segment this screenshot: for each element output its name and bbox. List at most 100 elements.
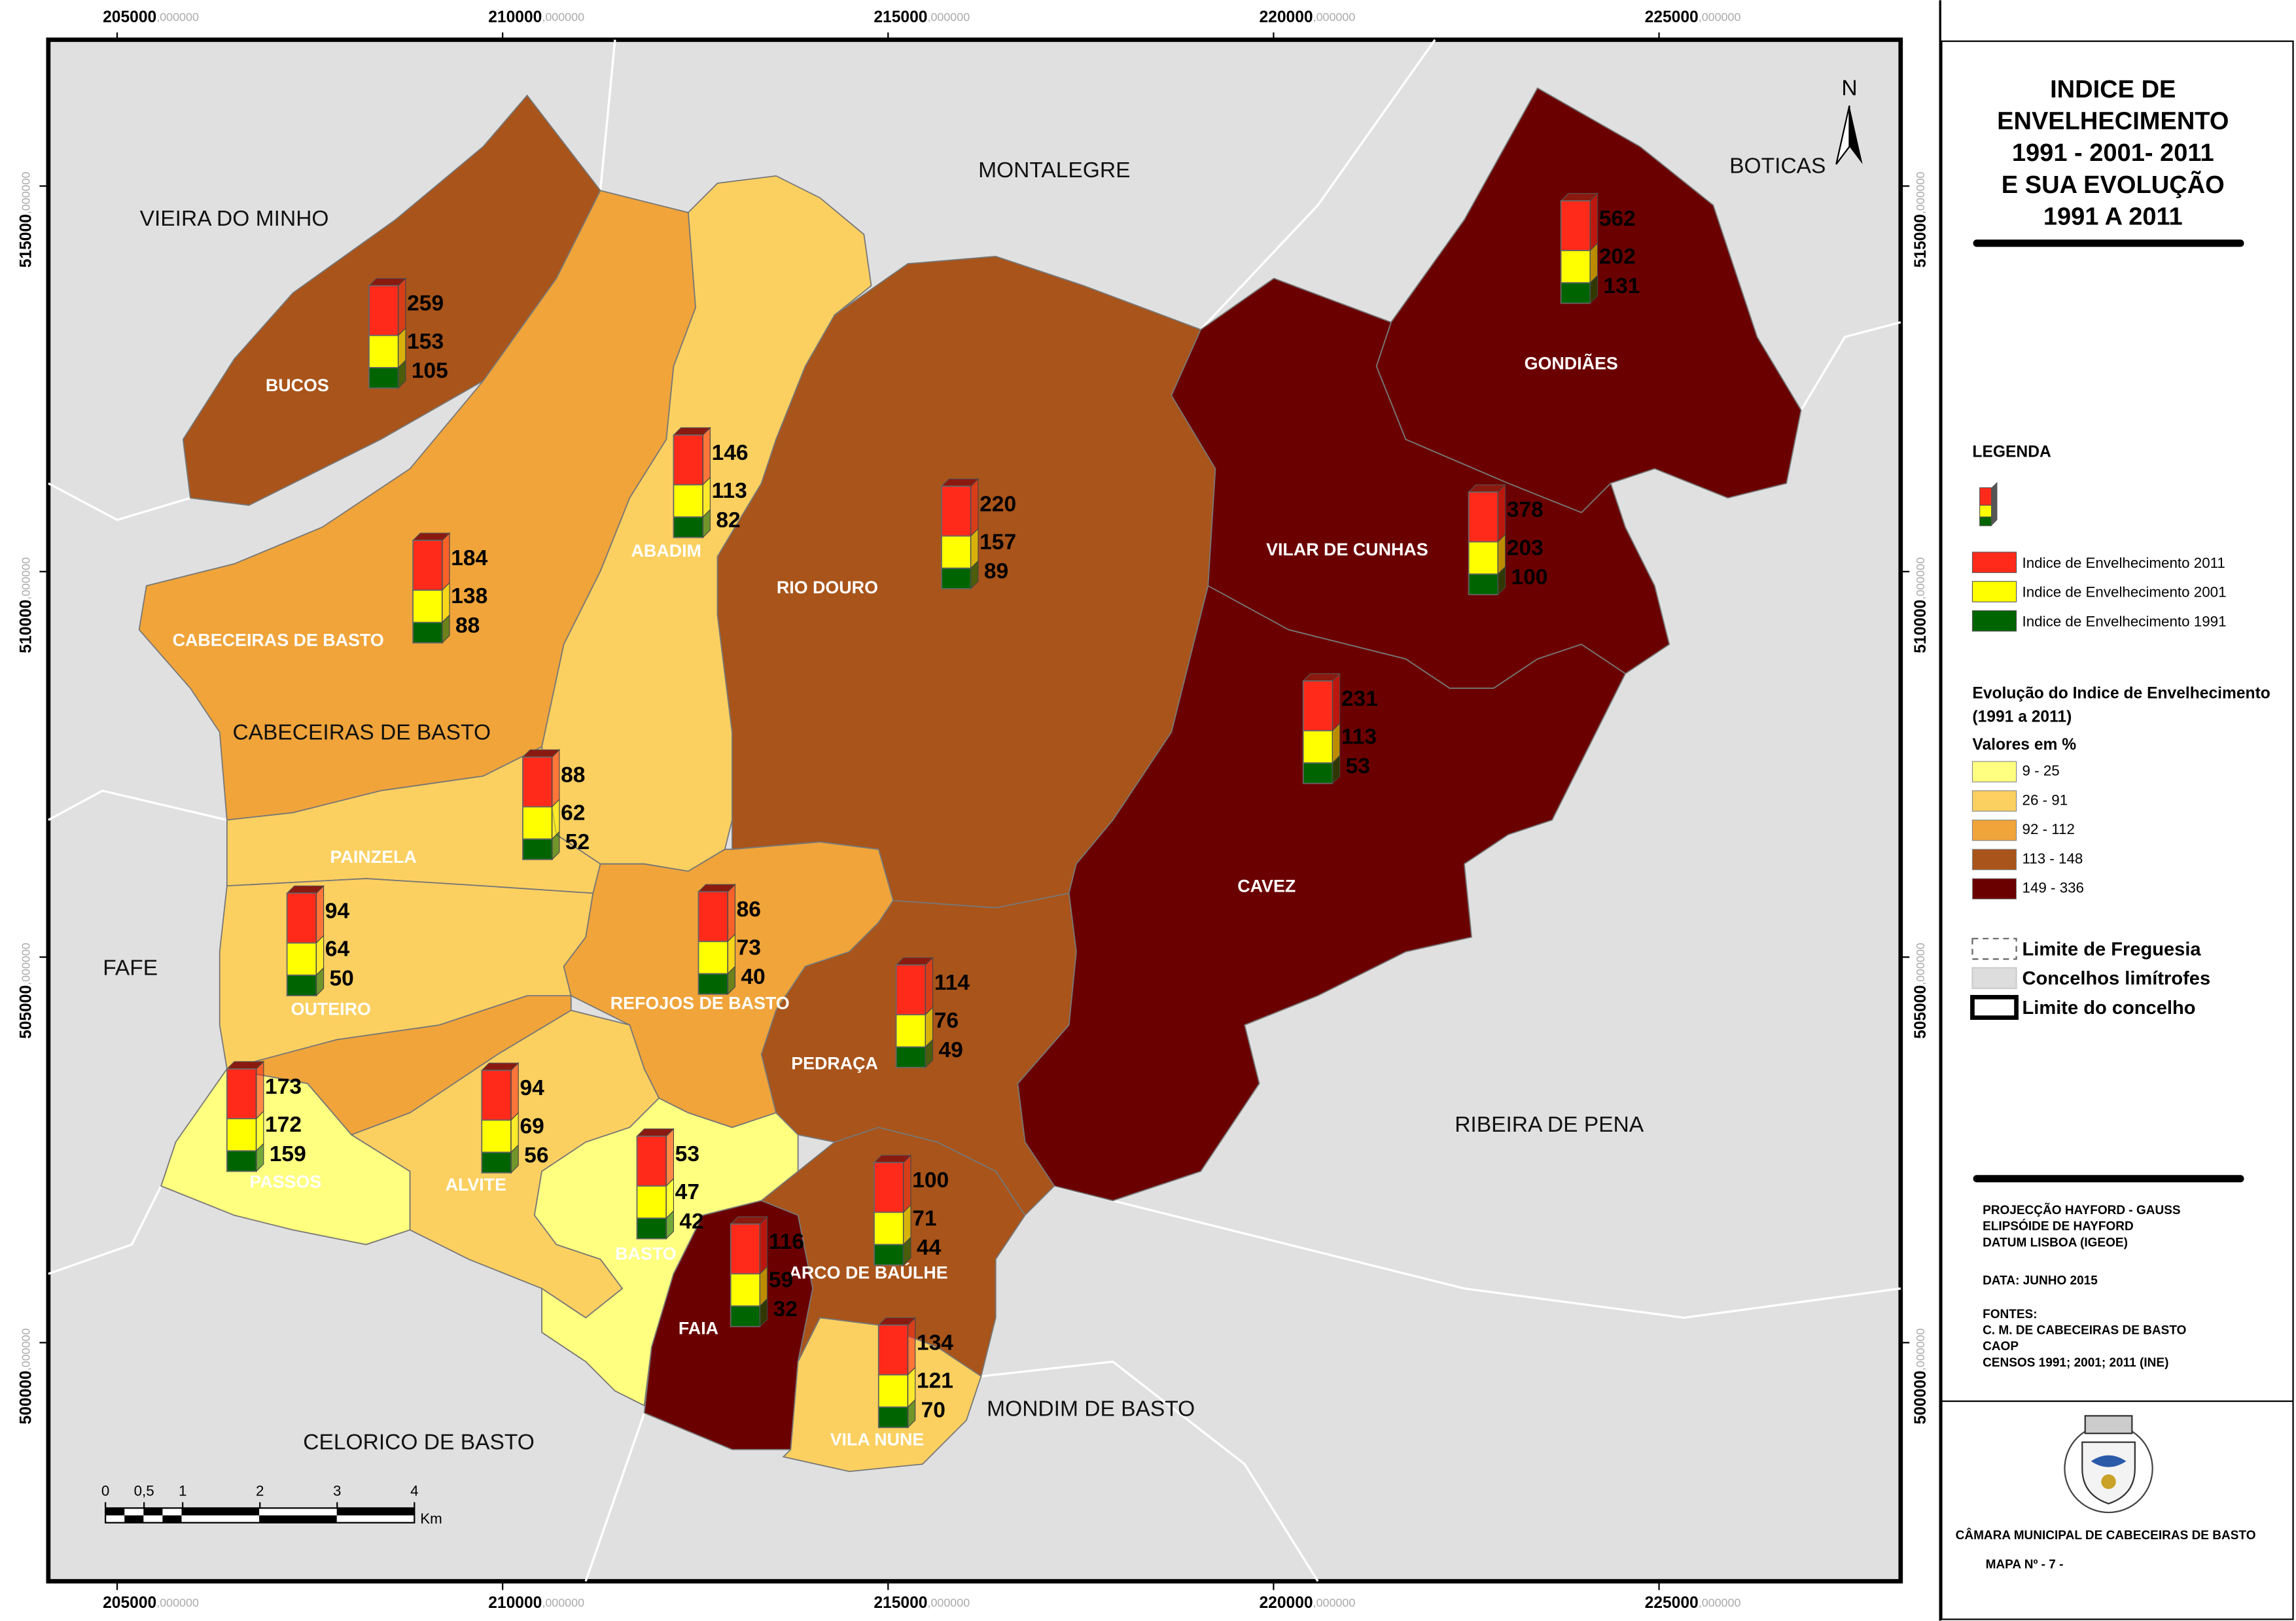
legend-label: Indice de Envelhecimento 1991 (2022, 613, 2227, 629)
value-label: 47 (675, 1180, 699, 1204)
bar-side (727, 883, 735, 943)
boundary-label: Concelhos limítrofes (2022, 968, 2211, 989)
class-label: 92 - 112 (2022, 821, 2075, 837)
bar-segment (1468, 491, 1499, 543)
freguesia-name: REFOJOS DE BASTO (610, 994, 790, 1013)
value-label: 40 (741, 965, 765, 989)
boundary-label: Limite de Freguesia (2022, 939, 2202, 960)
value-label: 100 (912, 1168, 949, 1193)
title-line: ENVELHECIMENTO (1997, 108, 2229, 135)
coord-tick-label: 510000,000000 (17, 557, 35, 654)
freguesia-name: VILA NUNE (830, 1430, 925, 1450)
bar-side (907, 1399, 916, 1429)
bar-segment (636, 1185, 667, 1219)
value-label: 53 (1346, 754, 1370, 778)
freguesia-name: PASSOS (249, 1172, 321, 1192)
title-line: INDICE DE (2050, 76, 2176, 103)
neighbor-label: VIEIRA DO MINHO (140, 207, 329, 231)
freguesia-name: PAINZELA (330, 847, 417, 867)
coord-tick-label: 210000,000000 (488, 9, 584, 26)
value-label: 138 (451, 584, 487, 608)
bar-segment (730, 1223, 761, 1275)
value-label: 42 (679, 1210, 703, 1234)
freguesia-area (160, 1068, 411, 1246)
bar-segment (226, 1068, 257, 1119)
bar-segment (522, 838, 553, 860)
note-line: CAOP (1983, 1340, 2019, 1353)
bar-segment (286, 942, 317, 976)
value-label: 220 (980, 492, 1016, 516)
scale-label: 4 (410, 1483, 418, 1499)
legend-swatch (1971, 581, 2017, 602)
value-label: 378 (1507, 498, 1544, 522)
scale-label: 2 (256, 1483, 264, 1499)
value-label: 53 (675, 1142, 699, 1166)
bars: BUCOS ABADIM RIO DOURO GONDIÃES VILAR DE CUN… (173, 192, 1640, 1450)
value-label: 202 (1599, 245, 1636, 269)
freguesia-area (1017, 585, 1627, 1202)
bar-side (256, 1060, 264, 1120)
bar-segment (941, 485, 972, 537)
value-label: 73 (737, 935, 761, 960)
bar-segment (481, 1070, 512, 1121)
value-label: 100 (1511, 565, 1547, 589)
value-label: 105 (412, 359, 448, 383)
value-label: 64 (325, 937, 350, 962)
value-label: 259 (407, 292, 444, 316)
bar-side (970, 478, 979, 537)
value-label: 172 (265, 1113, 302, 1137)
bar-side (702, 427, 711, 486)
value-label: 116 (769, 1230, 804, 1254)
bar-segment (698, 891, 729, 943)
coord-tick-label: 505000,000000 (17, 943, 35, 1039)
value-label: 69 (520, 1114, 544, 1138)
bar-segment (1302, 730, 1333, 764)
class-label: 9 - 25 (2022, 763, 2060, 779)
value-label: 231 (1341, 687, 1378, 711)
bar-segment (1560, 250, 1591, 284)
bar-segment (522, 756, 553, 808)
bar-segment (226, 1150, 257, 1172)
coord-tick-label: 220000,000000 (1259, 1594, 1355, 1611)
bar-segment (1468, 573, 1499, 595)
value-label: 82 (716, 508, 740, 532)
freguesia-name: PEDRAÇA (791, 1053, 878, 1073)
bar-side (1332, 754, 1341, 784)
bar-side (1589, 192, 1598, 252)
title-line: 1991 - 2001- 2011 (2012, 139, 2214, 167)
value-label: 184 (451, 546, 487, 570)
bar-segment (874, 1211, 904, 1246)
note-line: PROJECÇÃO HAYFORD - GAUSS (1983, 1203, 2181, 1217)
value-label: 89 (984, 559, 1008, 584)
legend-subtitle: Evolução do Indice de Envelhecimento (1972, 685, 2270, 703)
footer-map-no: MAPA Nº - 7 - (1986, 1558, 2064, 1572)
bar-side (903, 1154, 911, 1213)
bar-segment (1302, 762, 1333, 784)
note-line: DATUM LISBOA (IGEOE) (1983, 1236, 2128, 1249)
coord-tick-label: 515000,000000 (1912, 171, 1930, 268)
note-line: DATA: JUNHO 2015 (1983, 1274, 2098, 1288)
concelho-label: CABECEIRAS DE BASTO (232, 720, 491, 744)
freguesia-name: CAVEZ (1237, 877, 1296, 896)
bar-segment (673, 484, 704, 518)
legend-bar-icon (1979, 481, 1998, 527)
value-label: 131 (1603, 274, 1640, 298)
coord-tick-label: 215000,000000 (874, 1594, 970, 1611)
value-label: 113 (712, 479, 747, 503)
freguesia-name: GONDIÃES (1525, 353, 1618, 374)
panel-frame (1941, 40, 2294, 1620)
title-line: E SUA EVOLUÇÃO (2002, 170, 2225, 199)
crest (2064, 1415, 2153, 1514)
bar-segment (941, 567, 972, 589)
class-label: 26 - 91 (2022, 792, 2068, 808)
value-label: 32 (773, 1297, 798, 1321)
bar-side (665, 1128, 674, 1187)
bar-segment (673, 434, 704, 485)
bar-side (665, 1210, 674, 1240)
bar-side (903, 1236, 911, 1266)
legend-swatch (1971, 551, 2017, 573)
legend-label: Indice de Envelhecimento 2001 (2022, 584, 2227, 601)
coord-tick-label: 210000,000000 (488, 1594, 584, 1611)
value-label: 88 (561, 763, 585, 787)
